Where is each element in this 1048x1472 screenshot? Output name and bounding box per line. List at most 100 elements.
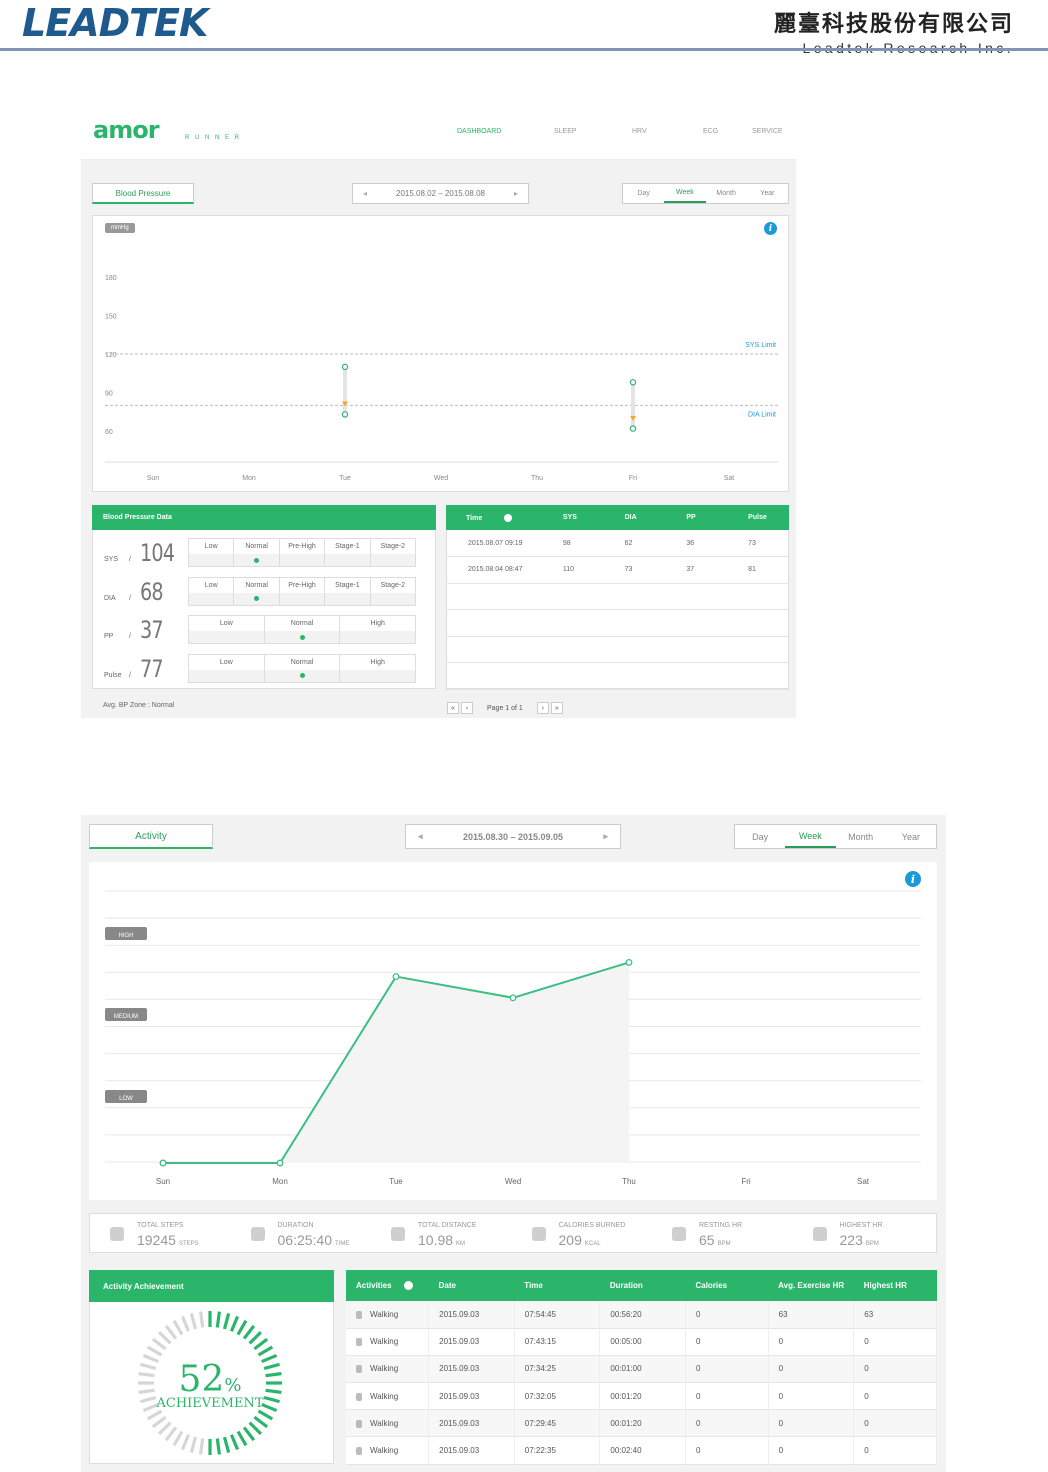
activity-stat-value-wrap: 223 BPM xyxy=(840,1232,879,1250)
activity-level-tag xyxy=(105,1090,147,1103)
activity-stat-unit: STEPS xyxy=(178,1241,199,1247)
gauge-tick xyxy=(222,1313,231,1330)
activity-cell-text: Walking xyxy=(370,1364,399,1374)
pager-next-button[interactable]: › xyxy=(536,702,549,714)
activity-next-icon[interactable]: ▸ xyxy=(603,831,608,841)
activity-screen: Activity ◂ 2015.08.30 – 2015.09.05 ▸ Day… xyxy=(81,815,946,1472)
activity-selector-button[interactable]: Activity xyxy=(89,824,213,849)
bp-info-icon[interactable]: i xyxy=(764,222,777,235)
activity-cell-text: 0 xyxy=(695,1391,701,1401)
activity-date-range-text: 2015.08.30 – 2015.09.05 xyxy=(462,831,564,842)
activity-table-cell: 0 xyxy=(685,1355,769,1383)
bp-marker xyxy=(630,415,636,421)
amor-logo[interactable]: amor xyxy=(93,116,160,144)
activity-tab-year[interactable]: Year xyxy=(901,831,920,842)
activity-table-cell: 2015.09.03 xyxy=(428,1382,515,1410)
bp-table-cell xyxy=(446,610,549,637)
activity-table-row[interactable]: Walking 2015.09.03 07:22:35 00:02:40 0 0 0 xyxy=(346,1436,937,1465)
nav-service[interactable]: SERVICE xyxy=(752,128,783,135)
pager-first-button[interactable]: « xyxy=(447,702,459,714)
nav-dashboard[interactable]: DASHBOARD xyxy=(457,128,502,135)
activity-table-row[interactable]: Walking 2015.09.03 07:32:05 00:01:20 0 0 0 xyxy=(346,1382,937,1410)
activity-cell-text: 63 xyxy=(864,1309,874,1319)
activity-cell-text: 2015.09.03 xyxy=(439,1418,480,1428)
activity-table-header-cell: Calories xyxy=(685,1270,768,1301)
bp-table-cell: 2015.08.07 09:19 xyxy=(468,539,523,547)
activity-table-cell: 0 xyxy=(853,1355,937,1383)
activity-tab-week[interactable]: Week xyxy=(785,825,836,848)
sys-point xyxy=(341,363,349,371)
bp-zone-dot xyxy=(254,557,260,563)
bp-zone-label: Normal xyxy=(290,620,314,627)
bp-metric-slash: / xyxy=(129,633,131,640)
bp-range-bar xyxy=(631,382,635,429)
activity-table-header-cell: Duration xyxy=(600,1270,686,1301)
activity-tab-month[interactable]: Month xyxy=(848,831,874,842)
activity-stat-label: RESTING HR xyxy=(699,1222,743,1229)
activity-table-row[interactable]: Walking 2015.09.03 07:54:45 00:56:20 0 63 63 xyxy=(346,1301,937,1329)
bp-selector-button[interactable]: Blood Pressure xyxy=(92,183,194,204)
sort-chevron-icon[interactable] xyxy=(504,513,513,522)
activity-tab-day[interactable]: Day xyxy=(752,831,769,842)
bp-tab-week[interactable]: Week xyxy=(664,184,706,203)
activity-level-label: HIGH xyxy=(119,933,134,939)
nav-hrv[interactable]: HRV xyxy=(632,128,647,135)
flame-icon xyxy=(531,1227,546,1241)
bp-metric-label: SYS xyxy=(104,556,119,563)
gauge-tick xyxy=(215,1438,221,1455)
bp-table-header-cell[interactable]: Time xyxy=(446,505,549,530)
dia-point xyxy=(341,411,349,418)
activity-cell-text: 0 xyxy=(864,1446,869,1456)
gauge-tick xyxy=(215,1311,221,1328)
activity-table-header-cell: Avg. Exercise HR xyxy=(768,1270,854,1301)
activity-x-tick: Thu xyxy=(622,1177,636,1186)
activity-cell-text: 2015.09.03 xyxy=(439,1391,480,1401)
gauge-tick xyxy=(253,1415,269,1429)
activity-prev-icon[interactable]: ◂ xyxy=(418,831,423,841)
activity-table-row[interactable]: Walking 2015.09.03 07:34:25 00:01:00 0 0 0 xyxy=(346,1355,937,1383)
bp-table-cell xyxy=(446,663,549,690)
activity-table-row[interactable]: Walking 2015.09.03 07:43:15 00:05:00 0 0 0 xyxy=(346,1328,937,1356)
bp-table-cell xyxy=(611,583,673,610)
bp-x-tick: Tue xyxy=(339,475,351,482)
bp-x-tick: Wed xyxy=(434,475,448,482)
activity-table-cell: Walking xyxy=(346,1301,430,1329)
pager-prev-button[interactable]: ‹ xyxy=(461,702,473,714)
bp-metric-value: 104 xyxy=(140,539,175,567)
bp-zone-cell: Normal xyxy=(263,654,340,682)
bp-tab-month[interactable]: Month xyxy=(716,190,736,197)
activity-table-cell: 00:01:20 xyxy=(599,1409,686,1437)
bp-metric-value: 77 xyxy=(140,654,164,683)
activity-stat: HIGHEST HR 223 BPM xyxy=(812,1214,948,1254)
pager-last-button[interactable]: » xyxy=(550,702,563,714)
gauge-tick xyxy=(263,1362,280,1371)
sort-chevron-icon[interactable] xyxy=(403,1281,413,1291)
nav-sleep[interactable]: SLEEP xyxy=(554,128,577,135)
bp-table-cell: 81 xyxy=(748,566,756,574)
bp-table-cell: 37 xyxy=(686,566,695,574)
bp-table-row xyxy=(446,663,789,690)
activity-cell-text: 0 xyxy=(778,1446,784,1456)
activity-info-icon[interactable]: i xyxy=(905,871,921,887)
bp-table-cell: 98 xyxy=(562,539,571,547)
bp-table-cell: 73 xyxy=(624,566,633,574)
sys-point xyxy=(629,379,637,386)
bp-table-cell xyxy=(672,663,734,690)
activity-table-header-label: Calories xyxy=(695,1281,728,1290)
bp-date-range-text: 2015.08.02 – 2015.08.08 xyxy=(396,189,485,198)
activity-table-row[interactable]: Walking 2015.09.03 07:29:45 00:01:20 0 0 0 xyxy=(346,1409,937,1437)
activity-x-tick: Mon xyxy=(272,1177,288,1186)
gauge-tick xyxy=(242,1324,256,1340)
bp-date-range: ◂ 2015.08.02 – 2015.08.08 ▸ xyxy=(352,183,529,204)
nav-ecg[interactable]: ECG xyxy=(703,128,719,135)
bp-table-cell xyxy=(549,663,611,690)
bp-prev-icon[interactable]: ◂ xyxy=(363,189,368,198)
bp-tab-year[interactable]: Year xyxy=(760,190,775,197)
activity-table-header-cell[interactable]: Activities xyxy=(346,1270,429,1301)
bp-next-icon[interactable]: ▸ xyxy=(513,189,518,198)
activity-table-cell: 0 xyxy=(768,1382,855,1410)
activity-table-cell: 0 xyxy=(685,1301,769,1329)
bp-tab-day[interactable]: Day xyxy=(637,190,650,197)
bp-table-header-label: Pulse xyxy=(748,514,767,521)
activity-table-cell: 0 xyxy=(853,1409,937,1437)
